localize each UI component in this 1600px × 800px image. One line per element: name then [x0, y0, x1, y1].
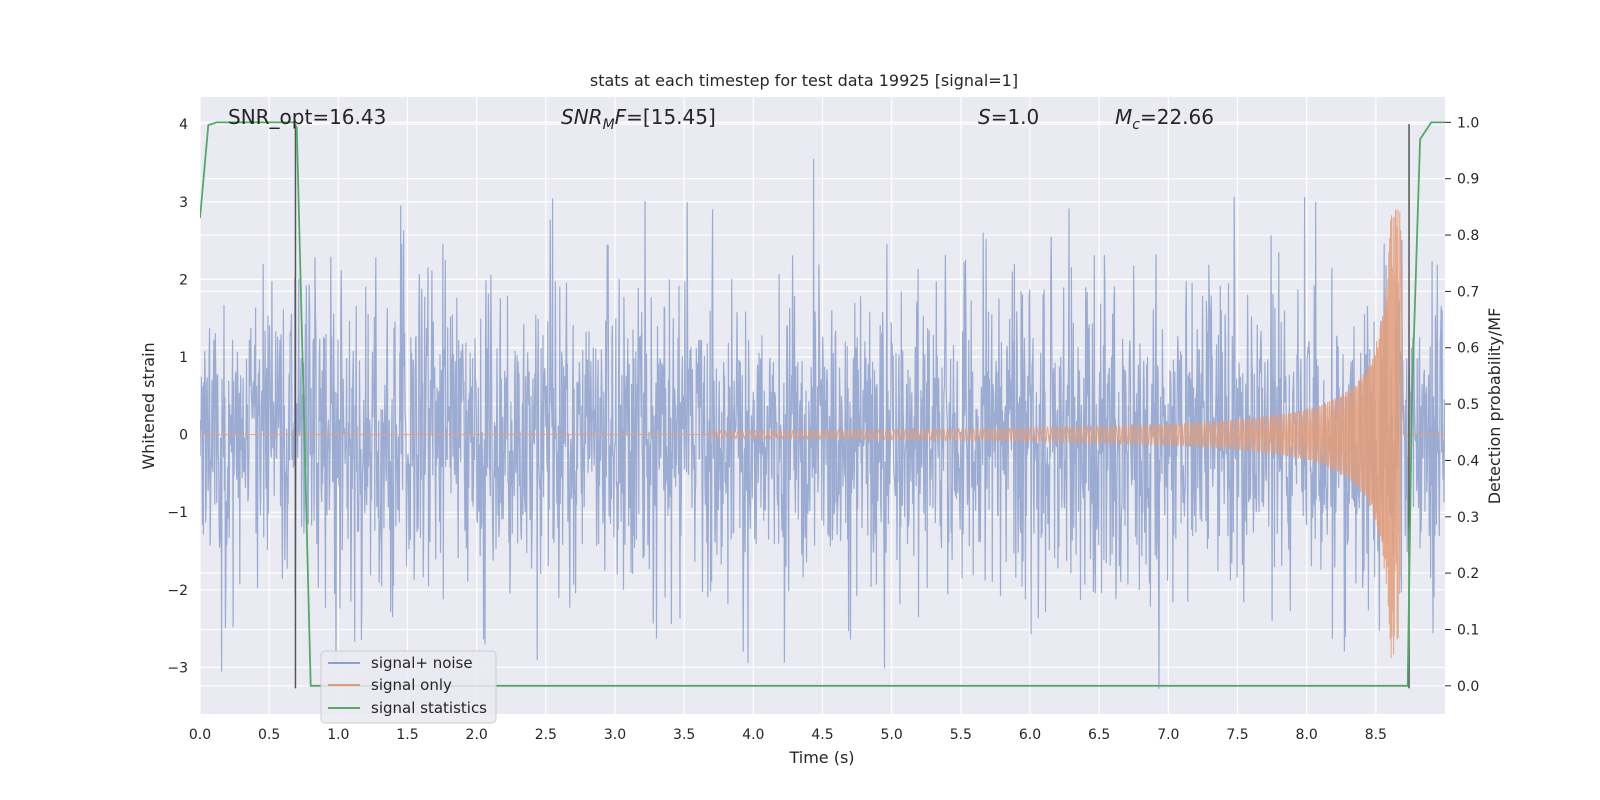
series-signal-noise	[200, 158, 1445, 689]
legend-label-signal: signal only	[371, 676, 452, 694]
y-tick-label: 1	[179, 350, 188, 366]
s-value: =1.0	[991, 105, 1040, 129]
y2-tick-label: 0.8	[1457, 228, 1479, 244]
x-tick-label: 7.5	[1226, 727, 1248, 743]
legend-label-stats: signal statistics	[371, 699, 487, 717]
x-tick-label: 3.0	[604, 727, 626, 743]
x-tick-label: 2.5	[535, 727, 557, 743]
y2-tick-label: 0.7	[1457, 284, 1479, 300]
x-tick-label: 8.5	[1365, 727, 1387, 743]
y-tick-labels: −3 −2 −1 0 1 2 3 4	[167, 117, 188, 676]
y2-tick-label: 1.0	[1457, 115, 1479, 131]
chart-title: stats at each timestep for test data 199…	[590, 71, 1018, 90]
y2-tick-label: 0.1	[1457, 622, 1479, 638]
y2-tick-label: 0.5	[1457, 397, 1479, 413]
y2-tick-label: 0.9	[1457, 172, 1479, 188]
x-axis-label: Time (s)	[788, 748, 854, 767]
mc-value: =22.66	[1140, 105, 1214, 129]
mc-base: M	[1115, 105, 1132, 129]
y-tick-label: −1	[167, 505, 188, 521]
legend: signal+ noise signal only signal statist…	[320, 650, 497, 724]
x-tick-label: 4.0	[742, 727, 764, 743]
y2-tick-label: 0.2	[1457, 566, 1479, 582]
y2-tick-label: 0.0	[1457, 679, 1479, 695]
annotation-snr-opt: SNR_opt=16.43	[228, 105, 386, 129]
annotation-mc: Mc=22.66	[1115, 105, 1214, 133]
x-tick-label: 1.5	[396, 727, 418, 743]
x-tick-label: 4.5	[811, 727, 833, 743]
x-tick-label: 0.5	[258, 727, 280, 743]
y2-tick-label: 0.3	[1457, 510, 1479, 526]
snr-mf-rest: =[15.45]	[626, 105, 716, 129]
x-tick-label: 7.0	[1157, 727, 1179, 743]
snr-mf-base: SNR	[561, 105, 603, 129]
x-tick-label: 6.5	[1088, 727, 1110, 743]
y2-axis-label: Detection probability/MF	[1485, 308, 1504, 505]
y-tick-label: 4	[179, 117, 188, 133]
y2-tick-label: 0.6	[1457, 341, 1479, 357]
y2-tick-label: 0.4	[1457, 453, 1479, 469]
series-signal-only	[200, 209, 1445, 659]
x-tick-label: 3.5	[673, 727, 695, 743]
y-tick-label: −2	[167, 583, 188, 599]
y-tick-label: 0	[179, 428, 188, 444]
x-tick-labels: 0.0 0.5 1.0 1.5 2.0 2.5 3.0 3.5 4.0 4.5 5.0 5.5 6.0 6…	[189, 727, 1387, 743]
y-tick-label: −3	[167, 660, 188, 676]
y-tick-label: 2	[179, 272, 188, 288]
snr-mf-sub: M	[603, 117, 615, 133]
x-tick-label: 5.5	[950, 727, 972, 743]
legend-box	[320, 650, 497, 724]
snr-mf-rest-i: F	[615, 105, 627, 129]
x-tick-label: 8.0	[1296, 727, 1318, 743]
legend-label-noise: signal+ noise	[371, 654, 473, 672]
y-tick-label: 3	[179, 195, 188, 211]
x-tick-label: 2.0	[466, 727, 488, 743]
x-tick-label: 6.0	[1019, 727, 1041, 743]
y2-tick-labels: 0.0 0.1 0.2 0.3 0.4 0.5 0.6 0.7 0.8 0.9 1.0	[1445, 115, 1479, 695]
mc-sub: c	[1132, 117, 1140, 133]
annotation-s: S=1.0	[978, 105, 1039, 129]
x-tick-label: 1.0	[327, 727, 349, 743]
annotation-snr-mf: SNRMF=[15.45]	[561, 105, 716, 133]
x-tick-label: 5.0	[881, 727, 903, 743]
s-label: S	[978, 105, 991, 129]
y-axis-label: Whitened strain	[139, 342, 158, 469]
x-tick-label: 0.0	[189, 727, 211, 743]
